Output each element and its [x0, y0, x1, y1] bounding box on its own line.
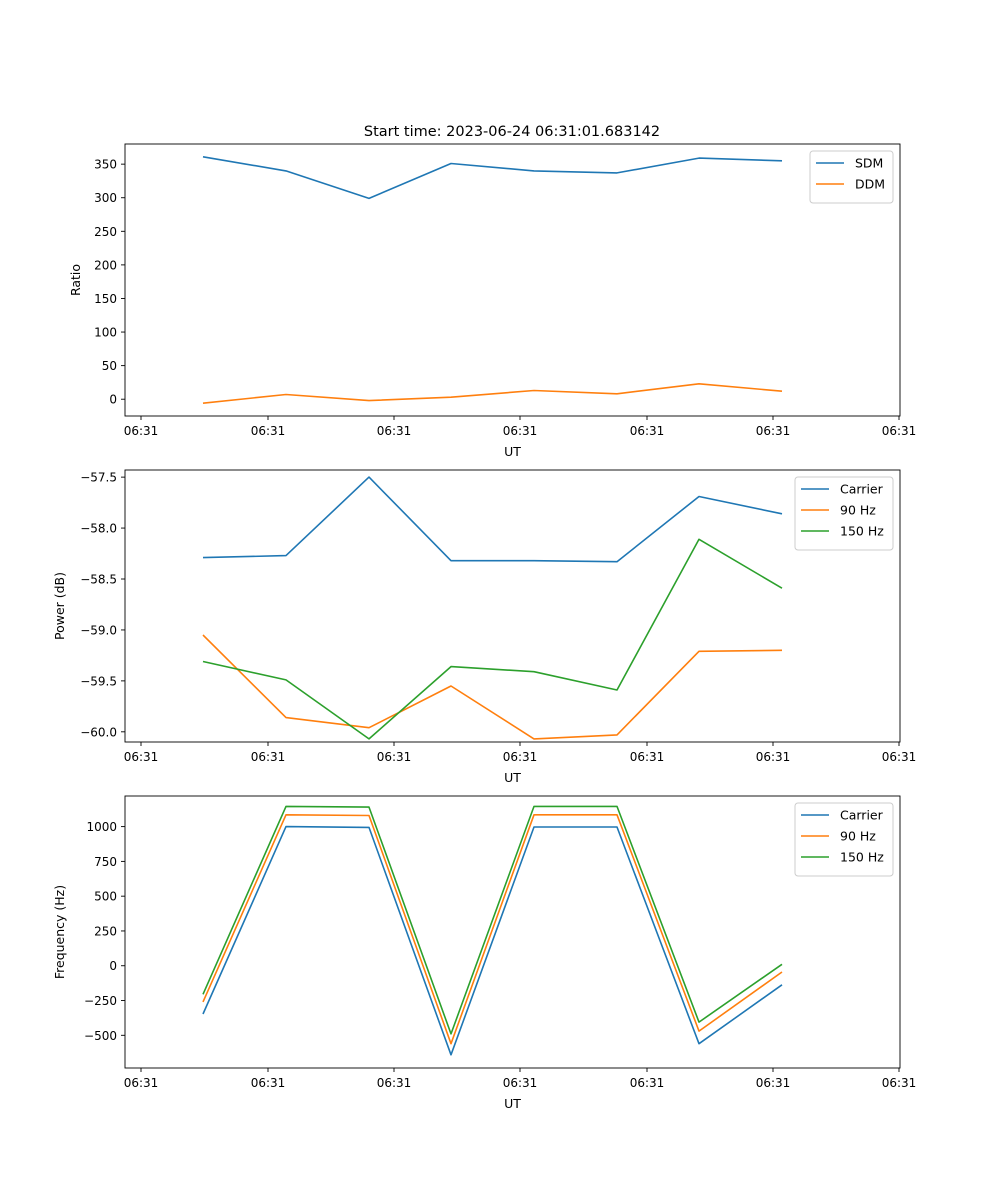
series-line-carrier — [202, 476, 783, 563]
y-tick-label: 100 — [94, 326, 117, 340]
y-axis-label: Ratio — [68, 264, 83, 296]
x-tick-label: 06:31 — [251, 1076, 286, 1090]
x-tick-label: 06:31 — [377, 1076, 412, 1090]
y-tick-label: 350 — [94, 158, 117, 172]
x-tick-label: 06:31 — [377, 424, 412, 438]
series-line-sdm — [202, 156, 783, 200]
x-tick-label: 06:31 — [756, 750, 791, 764]
y-axis-label: Power (dB) — [52, 572, 67, 640]
x-tick-label: 06:31 — [124, 1076, 159, 1090]
legend-label: 150 Hz — [840, 850, 884, 865]
x-tick-label: 06:31 — [756, 1076, 791, 1090]
y-tick-label: 0 — [109, 959, 117, 973]
axes-frame — [124, 143, 901, 417]
x-tick-label: 06:31 — [503, 1076, 538, 1090]
legend-label: Carrier — [840, 482, 884, 497]
y-tick-label: −500 — [84, 1029, 117, 1043]
axes-frame — [124, 469, 901, 743]
x-tick-label: 06:31 — [503, 424, 538, 438]
y-tick-label: −60.0 — [80, 725, 117, 739]
y-tick-label: −57.5 — [80, 471, 117, 485]
legend-label: 90 Hz — [840, 503, 876, 518]
x-tick-label: 06:31 — [756, 424, 791, 438]
legend-label: SDM — [855, 156, 883, 171]
x-tick-label: 06:31 — [882, 750, 917, 764]
legend-label: Carrier — [840, 808, 884, 823]
x-tick-label: 06:31 — [630, 1076, 665, 1090]
chart-panel-3: 06:31 06:31 06:31 06:31 06:31 06:31 06:31 −500 −… — [52, 795, 917, 1111]
x-tick-label: 06:31 — [377, 750, 412, 764]
y-tick-label: −58.0 — [80, 522, 117, 536]
chart-panel-2: 06:31 06:31 06:31 06:31 06:31 06:31 06:31 −60.0… — [52, 469, 917, 785]
y-tick-label: 750 — [94, 855, 117, 869]
legend-label: DDM — [855, 177, 885, 192]
y-tick-label: −58.5 — [80, 573, 117, 587]
y-tick-label: 50 — [102, 359, 117, 373]
x-tick-label: 06:31 — [251, 750, 286, 764]
x-tick-label: 06:31 — [503, 750, 538, 764]
y-tick-label: −59.5 — [80, 674, 117, 688]
x-tick-label: 06:31 — [882, 424, 917, 438]
x-tick-label: 06:31 — [630, 750, 665, 764]
y-tick-label: 200 — [94, 258, 117, 272]
chart-panel-1: 06:31 06:31 06:31 06:31 06:31 06:31 06:31 0 50 10… — [68, 143, 917, 459]
series-line-ddm — [202, 382, 783, 404]
legend-label: 150 Hz — [840, 524, 884, 539]
series-line-150-hz — [202, 805, 783, 1035]
y-tick-label: −59.0 — [80, 623, 117, 637]
x-tick-label: 06:31 — [124, 750, 159, 764]
x-axis-label: UT — [504, 444, 521, 459]
series-line-90-hz — [202, 813, 783, 1045]
series-line-150-hz — [202, 538, 783, 740]
legend: SDM DDM — [809, 150, 894, 204]
y-tick-label: 0 — [109, 393, 117, 407]
axes-frame — [124, 795, 901, 1069]
x-axis-label: UT — [504, 770, 521, 785]
y-tick-label: −250 — [84, 994, 117, 1008]
x-tick-label: 06:31 — [251, 424, 286, 438]
x-tick-label: 06:31 — [882, 1076, 917, 1090]
series-line-90-hz — [202, 634, 783, 740]
legend-label: 90 Hz — [840, 829, 876, 844]
legend: Carrier 90 Hz 150 Hz — [794, 476, 894, 551]
x-tick-label: 06:31 — [124, 424, 159, 438]
x-axis-label: UT — [504, 1096, 521, 1111]
y-tick-label: 500 — [94, 890, 117, 904]
x-tick-label: 06:31 — [630, 424, 665, 438]
y-axis-label: Frequency (Hz) — [52, 885, 67, 979]
y-tick-label: 150 — [94, 292, 117, 306]
y-tick-label: 250 — [94, 924, 117, 938]
y-tick-label: 250 — [94, 225, 117, 239]
legend-box — [809, 150, 894, 204]
legend: Carrier 90 Hz 150 Hz — [794, 802, 894, 877]
series-line-carrier — [202, 825, 783, 1056]
y-tick-label: 1000 — [86, 820, 117, 834]
y-tick-label: 300 — [94, 191, 117, 205]
figure-title: Start time: 2023-06-24 06:31:01.683142 — [364, 124, 660, 140]
